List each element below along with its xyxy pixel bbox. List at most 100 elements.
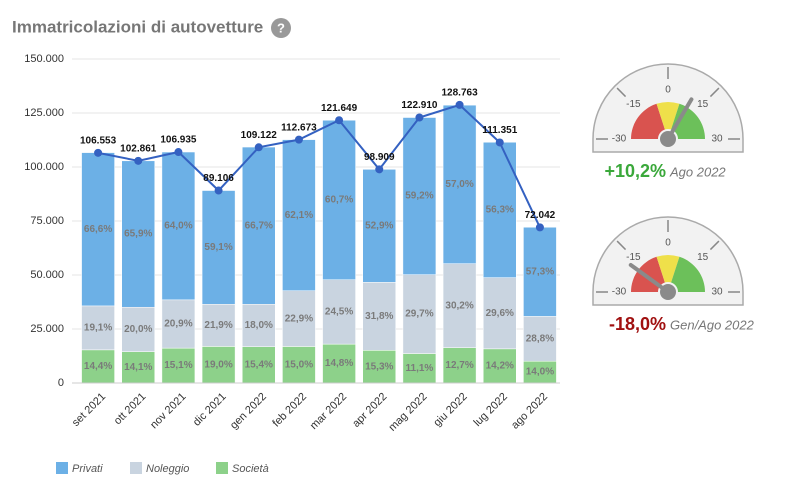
bar-segment [322, 119, 356, 280]
bar-segment [201, 304, 236, 347]
total-line [97, 103, 541, 228]
total-point [214, 186, 223, 195]
y-tick-label: 150.000 [24, 53, 64, 65]
bar-label: 29,7% [405, 309, 433, 320]
help-icon[interactable]: ? [277, 20, 285, 35]
y-tick-label: 0 [58, 377, 64, 389]
y-tick-label: 125.000 [24, 107, 64, 119]
gauge-tick [709, 240, 720, 251]
gauge-band [671, 256, 705, 292]
x-tick-label: dic 2021 [191, 391, 229, 429]
bar-label: 65,9% [124, 229, 152, 240]
x-tick-label: gen 2022 [228, 391, 269, 432]
bar-label: 66,7% [245, 220, 273, 231]
gauge-band [656, 255, 680, 283]
bar-label: 11,1% [406, 363, 434, 374]
gauge-tick-label: -30 [612, 287, 627, 298]
gauge-tick-label: 15 [697, 99, 709, 110]
bar-segment [161, 151, 196, 301]
bar-segment [483, 277, 517, 350]
gauge-period: Gen/Ago 2022 [670, 317, 755, 332]
gauge-tick-label: -30 [612, 134, 627, 145]
y-tick-label: 25.000 [30, 323, 64, 335]
bar-segment [322, 343, 356, 384]
gauge-tick-label: 0 [665, 238, 671, 249]
x-tick-label: giu 2022 [431, 391, 469, 429]
x-tick-label: mag 2022 [387, 391, 430, 434]
total-point [375, 165, 384, 174]
total-point [254, 143, 263, 152]
total-point [335, 116, 344, 125]
total-label: 111.351 [482, 125, 517, 136]
total-label: 106.553 [80, 135, 117, 146]
legend-swatch [216, 462, 228, 474]
gauge-hub [660, 284, 676, 300]
gauge-band [631, 103, 665, 139]
bar-label: 60,7% [325, 195, 353, 206]
chart-title: Immatricolazioni di autovetture [12, 17, 263, 36]
legend-swatch [56, 462, 68, 474]
gauge-band [671, 103, 705, 139]
y-tick-label: 50.000 [30, 269, 64, 281]
bar-label: 59,1% [204, 242, 232, 253]
bar-segment [523, 226, 557, 317]
bar-segment [362, 282, 396, 351]
bar-segment [121, 160, 155, 308]
bar-label: 20,9% [164, 319, 192, 330]
bar-label: 18,0% [245, 320, 273, 331]
x-tick-label: ott 2021 [112, 391, 149, 428]
legend-swatch [130, 462, 142, 474]
y-tick-label: 100.000 [24, 161, 64, 173]
bar-label: 66,6% [84, 224, 112, 235]
bar-label: 15,1% [164, 360, 192, 371]
gauge-value: -18,0% [609, 314, 666, 334]
gauge-tick [616, 87, 627, 98]
bar-label: 19,0% [204, 359, 232, 370]
bar-segment [402, 274, 437, 354]
x-tick-label: set 2021 [70, 391, 108, 429]
total-label: 122.910 [401, 100, 438, 111]
legend-label: Noleggio [146, 463, 189, 475]
x-tick-label: nov 2021 [148, 391, 188, 431]
total-point [174, 148, 183, 157]
total-point [94, 148, 103, 157]
bar-label: 22,9% [285, 313, 313, 324]
y-tick-label: 75.000 [30, 215, 64, 227]
bar-segment [282, 290, 316, 347]
bar-label: 24,5% [325, 307, 353, 318]
bar-segment [402, 353, 437, 384]
bar-label: 31,8% [365, 311, 393, 322]
gauge-hub [660, 131, 676, 147]
bar-label: 30,2% [445, 300, 473, 311]
total-label: 106.935 [160, 135, 197, 146]
total-label: 112.673 [281, 122, 317, 133]
bar-segment [121, 351, 155, 384]
bar-label: 56,3% [486, 205, 514, 216]
bar-label: 20,0% [124, 324, 152, 335]
bar-segment [442, 347, 477, 384]
total-label: 109.122 [241, 130, 278, 141]
bar-segment [81, 152, 115, 307]
legend-label: Società [232, 463, 269, 475]
bar-label: 57,0% [445, 179, 473, 190]
bar-label: 62,1% [285, 210, 313, 221]
total-point [134, 156, 143, 165]
x-tick-label: lug 2022 [472, 391, 510, 429]
bar-label: 29,6% [486, 308, 514, 319]
x-tick-label: feb 2022 [270, 391, 309, 430]
bar-segment [161, 299, 196, 349]
bar-label: 12,7% [445, 360, 473, 371]
bar-segment [362, 169, 396, 283]
bar-segment [81, 305, 115, 351]
bar-segment [442, 104, 477, 264]
x-tick-label: mar 2022 [308, 391, 349, 432]
total-point [294, 135, 303, 144]
bar-label: 14,1% [124, 362, 152, 373]
bar-segment [242, 346, 276, 384]
total-label: 72.042 [525, 210, 556, 221]
help-icon-circle[interactable] [271, 18, 291, 38]
legend-label: Privati [72, 463, 103, 475]
total-point [535, 223, 544, 232]
x-tick-label: apr 2022 [350, 391, 389, 430]
bar-segment [282, 139, 316, 292]
